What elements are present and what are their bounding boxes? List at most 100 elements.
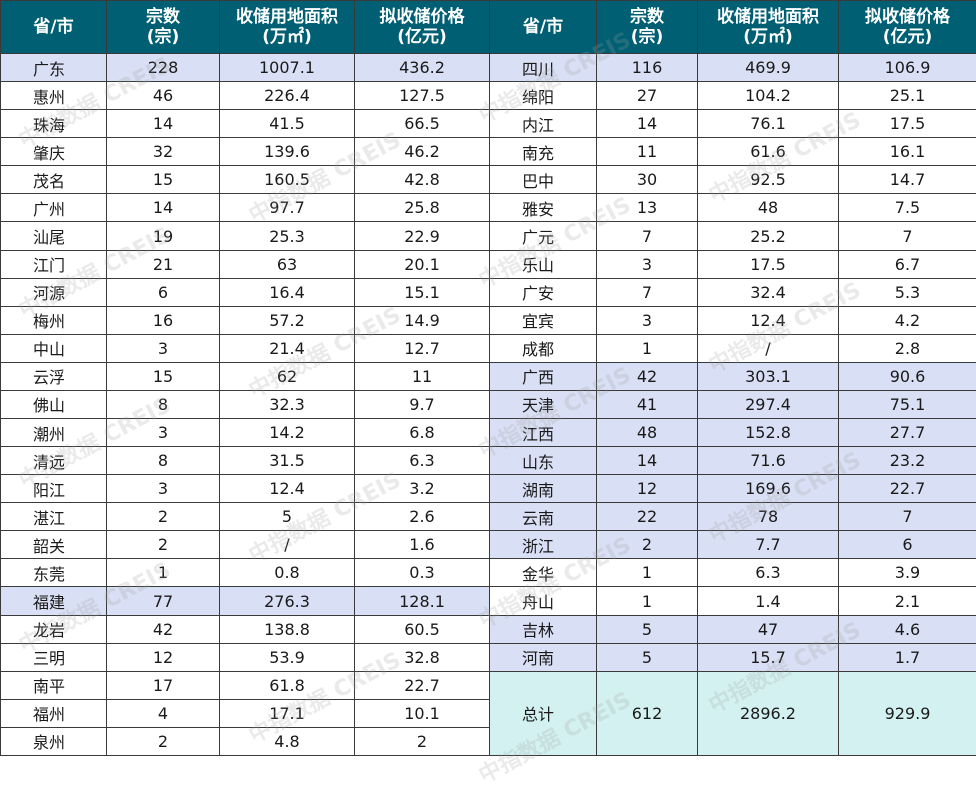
right-area-cell: 7.7 bbox=[698, 531, 839, 559]
right-region-name-cell: 雅安 bbox=[490, 194, 597, 222]
right-region-name-cell: 山东 bbox=[490, 447, 597, 475]
right-price-cell: 7 bbox=[839, 503, 976, 531]
header-province: 省/市 bbox=[490, 1, 597, 54]
right-region-name-cell: 浙江 bbox=[490, 531, 597, 559]
left-region-name-cell: 三明 bbox=[1, 643, 107, 671]
header-province: 省/市 bbox=[1, 1, 107, 54]
right-area-cell: 71.6 bbox=[698, 447, 839, 475]
left-region-name-cell: 中山 bbox=[1, 334, 107, 362]
left-region-name-cell: 广州 bbox=[1, 194, 107, 222]
header-area: 收储用地面积(万㎡) bbox=[220, 1, 355, 54]
right-area-cell: 76.1 bbox=[698, 110, 839, 138]
left-count-cell: 19 bbox=[107, 222, 220, 250]
left-area-cell: 160.5 bbox=[220, 166, 355, 194]
left-price-cell: 1.6 bbox=[355, 531, 490, 559]
total-price-cell: 929.9 bbox=[839, 671, 976, 755]
total-count-cell: 612 bbox=[597, 671, 698, 755]
right-region-name-cell: 河南 bbox=[490, 643, 597, 671]
left-area-cell: 25.3 bbox=[220, 222, 355, 250]
right-area-cell: 48 bbox=[698, 194, 839, 222]
left-price-cell: 32.8 bbox=[355, 643, 490, 671]
left-area-cell: / bbox=[220, 531, 355, 559]
left-region-name-cell: 云浮 bbox=[1, 362, 107, 390]
right-count-cell: 3 bbox=[597, 306, 698, 334]
left-count-cell: 3 bbox=[107, 419, 220, 447]
right-price-cell: 7 bbox=[839, 222, 976, 250]
left-price-cell: 2 bbox=[355, 727, 490, 755]
left-count-cell: 42 bbox=[107, 615, 220, 643]
left-area-cell: 12.4 bbox=[220, 475, 355, 503]
left-region-name-cell: 江门 bbox=[1, 250, 107, 278]
left-count-cell: 14 bbox=[107, 110, 220, 138]
right-price-cell: 5.3 bbox=[839, 278, 976, 306]
left-price-cell: 436.2 bbox=[355, 54, 490, 82]
header-price: 拟收储价格(亿元) bbox=[839, 1, 976, 54]
left-count-cell: 6 bbox=[107, 278, 220, 306]
right-count-cell: 41 bbox=[597, 390, 698, 418]
right-count-cell: 27 bbox=[597, 82, 698, 110]
left-area-cell: 17.1 bbox=[220, 699, 355, 727]
left-region-name-cell: 河源 bbox=[1, 278, 107, 306]
right-price-cell: 4.2 bbox=[839, 306, 976, 334]
left-area-cell: 63 bbox=[220, 250, 355, 278]
left-price-cell: 128.1 bbox=[355, 587, 490, 615]
left-count-cell: 12 bbox=[107, 643, 220, 671]
right-count-cell: 22 bbox=[597, 503, 698, 531]
left-region-name-cell: 福建 bbox=[1, 587, 107, 615]
right-region-name-cell: 乐山 bbox=[490, 250, 597, 278]
left-region-name-cell: 福州 bbox=[1, 699, 107, 727]
left-region-name-cell: 潮州 bbox=[1, 419, 107, 447]
header-count: 宗数(宗) bbox=[107, 1, 220, 54]
right-region-name-cell: 绵阳 bbox=[490, 82, 597, 110]
right-area-cell: 47 bbox=[698, 615, 839, 643]
right-region-name-cell: 内江 bbox=[490, 110, 597, 138]
right-region-name-cell: 成都 bbox=[490, 334, 597, 362]
right-price-cell: 25.1 bbox=[839, 82, 976, 110]
left-region-name-cell: 阳江 bbox=[1, 475, 107, 503]
left-region-name-cell: 汕尾 bbox=[1, 222, 107, 250]
left-area-cell: 21.4 bbox=[220, 334, 355, 362]
left-count-cell: 14 bbox=[107, 194, 220, 222]
right-price-cell: 6 bbox=[839, 531, 976, 559]
right-area-cell: 32.4 bbox=[698, 278, 839, 306]
left-area-cell: 4.8 bbox=[220, 727, 355, 755]
left-area-cell: 41.5 bbox=[220, 110, 355, 138]
left-area-cell: 0.8 bbox=[220, 559, 355, 587]
left-area-cell: 62 bbox=[220, 362, 355, 390]
right-area-cell: 25.2 bbox=[698, 222, 839, 250]
right-count-cell: 2 bbox=[597, 531, 698, 559]
left-area-cell: 5 bbox=[220, 503, 355, 531]
left-area-cell: 14.2 bbox=[220, 419, 355, 447]
right-area-cell: 104.2 bbox=[698, 82, 839, 110]
header-area: 收储用地面积(万㎡) bbox=[698, 1, 839, 54]
right-count-cell: 30 bbox=[597, 166, 698, 194]
left-region-name-cell: 湛江 bbox=[1, 503, 107, 531]
left-count-cell: 77 bbox=[107, 587, 220, 615]
left-region-name-cell: 梅州 bbox=[1, 306, 107, 334]
right-price-cell: 4.6 bbox=[839, 615, 976, 643]
right-price-cell: 1.7 bbox=[839, 643, 976, 671]
left-region-name-cell: 肇庆 bbox=[1, 138, 107, 166]
left-region-name-cell: 南平 bbox=[1, 671, 107, 699]
left-count-cell: 15 bbox=[107, 166, 220, 194]
left-region-name-cell: 泉州 bbox=[1, 727, 107, 755]
right-area-cell: 303.1 bbox=[698, 362, 839, 390]
right-price-cell: 90.6 bbox=[839, 362, 976, 390]
right-region-name-cell: 广西 bbox=[490, 362, 597, 390]
right-count-cell: 5 bbox=[597, 615, 698, 643]
right-area-cell: 169.6 bbox=[698, 475, 839, 503]
left-price-cell: 2.6 bbox=[355, 503, 490, 531]
left-region-name-cell: 广东 bbox=[1, 54, 107, 82]
right-price-cell: 3.9 bbox=[839, 559, 976, 587]
right-count-cell: 14 bbox=[597, 110, 698, 138]
left-region-name-cell: 惠州 bbox=[1, 82, 107, 110]
left-price-cell: 66.5 bbox=[355, 110, 490, 138]
